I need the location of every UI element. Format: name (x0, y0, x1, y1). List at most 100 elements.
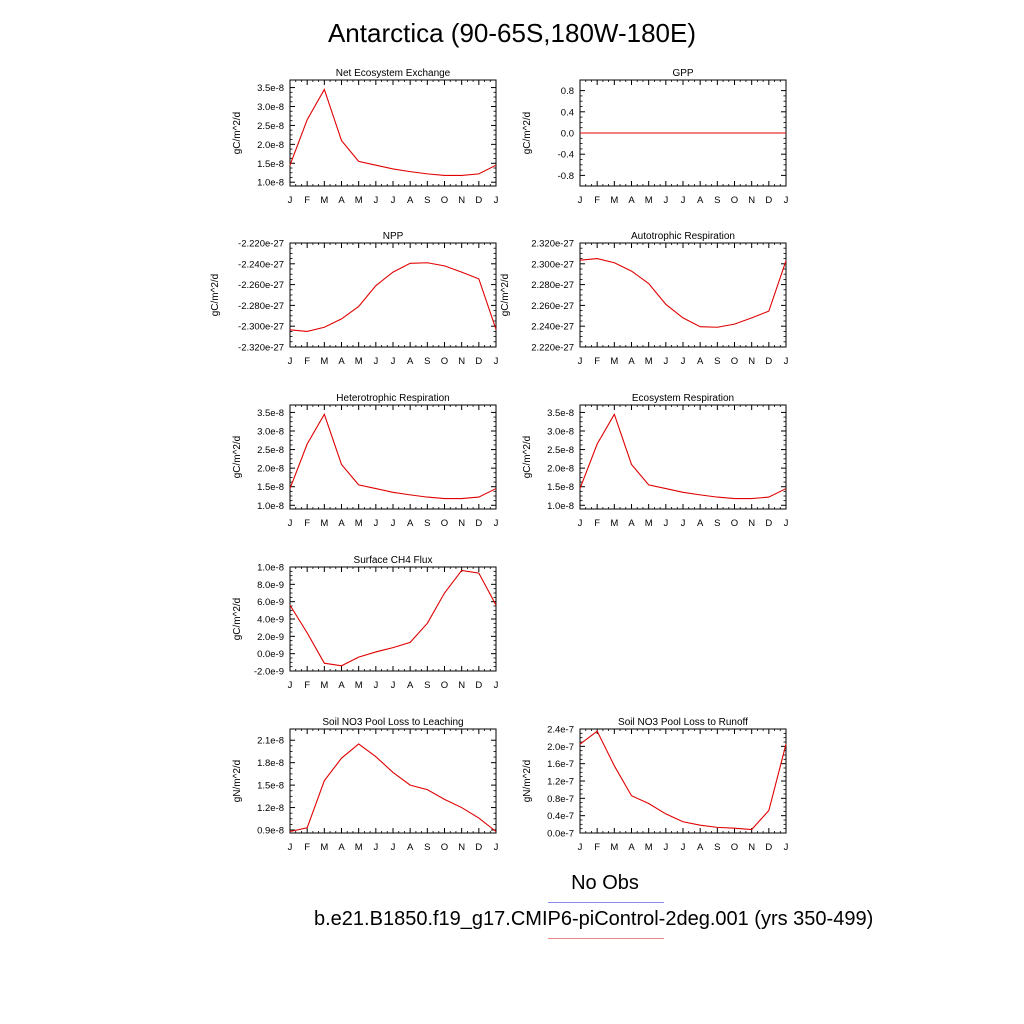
x-tick-label: S (424, 842, 430, 853)
x-tick-label: A (338, 680, 345, 691)
y-axis-label: gN/m^2/d (522, 760, 533, 803)
series-line (289, 743, 497, 833)
x-tick-label: F (594, 518, 600, 529)
legend-model-line (548, 938, 664, 939)
y-tick-label: -2.220e-27 (238, 239, 284, 250)
x-tick-label: J (391, 356, 396, 367)
x-tick-label: F (304, 842, 310, 853)
x-tick-label: D (475, 518, 482, 529)
chart-title: Ecosystem Respiration (632, 393, 734, 404)
x-tick-label: M (645, 518, 653, 529)
y-tick-label: 1.2e-7 (547, 777, 574, 788)
x-tick-label: M (610, 356, 618, 367)
y-tick-label: 2.4e-7 (547, 725, 574, 736)
x-tick-label: O (731, 518, 738, 529)
y-axis-label: gC/m^2/d (232, 436, 243, 479)
x-tick-label: M (645, 842, 653, 853)
x-tick-label: S (714, 842, 720, 853)
x-tick-label: D (765, 518, 772, 529)
x-tick-label: F (304, 195, 310, 206)
x-tick-label: M (645, 356, 653, 367)
series-line (579, 412, 787, 500)
chart-title: Soil NO3 Pool Loss to Runoff (618, 717, 748, 728)
chart-title: NPP (383, 231, 404, 242)
x-tick-label: D (475, 680, 482, 691)
x-tick-label: A (628, 842, 635, 853)
y-tick-label: 2.240e-27 (531, 322, 574, 333)
x-tick-label: S (424, 356, 430, 367)
y-tick-label: 1.5e-8 (547, 482, 574, 493)
plot-frame (289, 566, 497, 672)
chart-title: Surface CH4 Flux (354, 555, 433, 566)
x-tick-label: N (748, 518, 755, 529)
y-tick-label: 0.8e-7 (547, 794, 574, 805)
y-tick-label: -2.320e-27 (238, 343, 284, 354)
y-tick-label: 2.5e-8 (257, 445, 284, 456)
y-tick-label: 3.5e-8 (257, 83, 284, 94)
chart-panel: J F M A M J J A S O N D J1.0e-81.5e-82.0e-82.5e-83.0… (522, 393, 789, 529)
x-tick-label: S (424, 518, 430, 529)
x-tick-label: M (355, 842, 363, 853)
x-tick-label: S (714, 518, 720, 529)
x-tick-label: M (320, 195, 328, 206)
y-tick-label: 2.0e-8 (547, 464, 574, 475)
x-tick-label: A (697, 518, 704, 529)
x-tick-label: J (373, 842, 378, 853)
y-tick-label: -0.4 (558, 150, 574, 161)
y-tick-label: -2.260e-27 (238, 280, 284, 291)
x-tick-label: A (628, 195, 635, 206)
x-tick-label: O (441, 842, 448, 853)
chart-panel: J F M A M J J A S O N D J-2.320e-27-2.300e-27-2.280e… (210, 231, 499, 367)
x-tick-label: J (494, 356, 499, 367)
x-tick-label: A (697, 356, 704, 367)
x-tick-label: J (288, 518, 293, 529)
y-axis-label: gC/m^2/d (522, 436, 533, 479)
x-tick-label: J (578, 842, 583, 853)
x-tick-label: F (304, 518, 310, 529)
y-tick-label: 0.0 (561, 129, 574, 140)
series-line (579, 730, 787, 831)
x-tick-label: F (594, 195, 600, 206)
x-tick-label: J (373, 195, 378, 206)
x-tick-label: M (610, 842, 618, 853)
x-tick-label: A (697, 842, 704, 853)
chart-panel: J F M A M J J A S O N D J1.0e-81.5e-82.0e-82.5e-83.0… (232, 68, 499, 206)
y-tick-label: 2.280e-27 (531, 280, 574, 291)
x-tick-label: S (424, 680, 430, 691)
x-tick-label: M (355, 356, 363, 367)
x-tick-label: J (663, 518, 668, 529)
x-tick-label: A (628, 356, 635, 367)
x-tick-label: O (441, 195, 448, 206)
x-tick-label: D (765, 842, 772, 853)
x-tick-label: F (594, 842, 600, 853)
x-tick-label: A (338, 518, 345, 529)
y-tick-label: 0.4 (561, 107, 574, 118)
y-tick-label: -2.300e-27 (238, 322, 284, 333)
x-tick-label: S (714, 195, 720, 206)
x-tick-label: D (765, 195, 772, 206)
x-tick-label: J (784, 195, 789, 206)
y-axis-label: gN/m^2/d (232, 760, 243, 803)
y-tick-label: 2.0e-8 (257, 140, 284, 151)
x-tick-label: J (288, 680, 293, 691)
y-tick-label: 1.5e-8 (257, 781, 284, 792)
x-tick-label: J (663, 195, 668, 206)
x-tick-label: J (494, 195, 499, 206)
x-tick-label: N (458, 680, 465, 691)
plot-frame (289, 242, 497, 348)
x-tick-label: J (681, 518, 686, 529)
legend-model-label: b.e21.B1850.f19_g17.CMIP6-piControl-2deg… (314, 908, 874, 930)
x-tick-label: J (681, 195, 686, 206)
x-tick-label: J (663, 356, 668, 367)
y-tick-label: 3.5e-8 (547, 408, 574, 419)
x-tick-label: M (610, 518, 618, 529)
y-axis-label: gC/m^2/d (500, 274, 511, 317)
y-tick-label: -0.8 (558, 171, 574, 182)
chart-title: Soil NO3 Pool Loss to Leaching (322, 717, 463, 728)
x-tick-label: J (391, 680, 396, 691)
x-tick-label: J (578, 518, 583, 529)
y-tick-label: 3.0e-8 (547, 427, 574, 438)
y-tick-label: 1.0e-8 (257, 501, 284, 512)
x-tick-label: N (458, 518, 465, 529)
x-tick-label: M (320, 518, 328, 529)
